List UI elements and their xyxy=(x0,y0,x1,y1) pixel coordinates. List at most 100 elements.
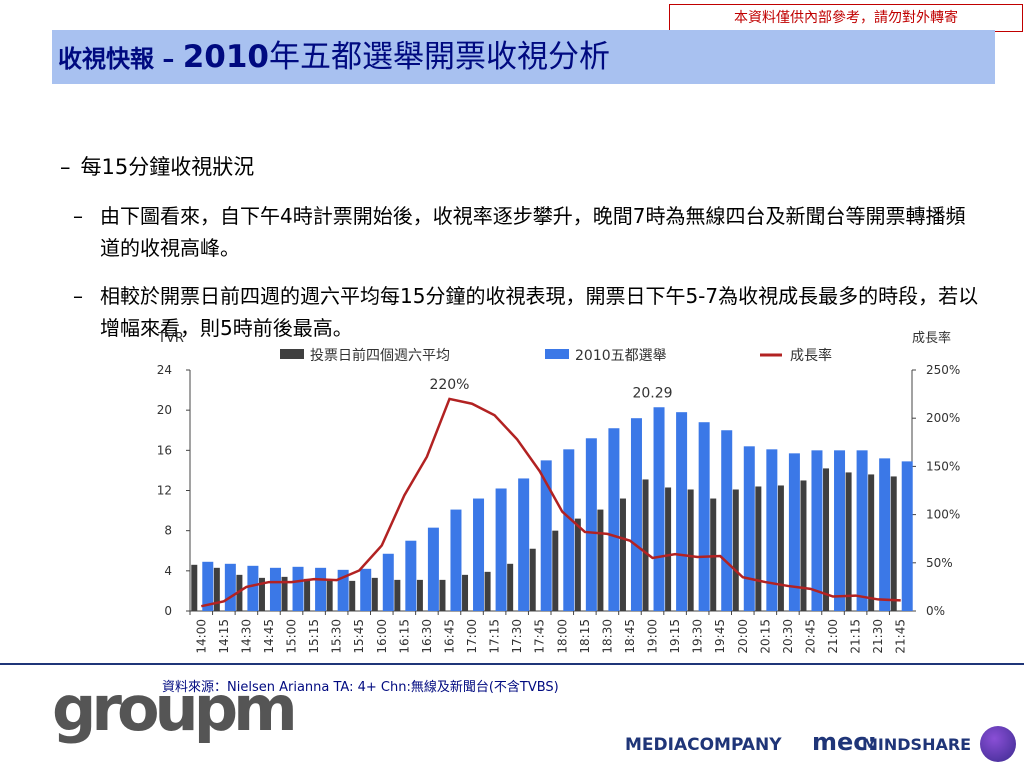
bar-prev-avg xyxy=(304,578,311,611)
title-year: 2010 xyxy=(182,39,269,75)
y-tick-label-right: 200% xyxy=(926,411,960,425)
bar-2010 xyxy=(202,561,214,611)
x-tick-label: 17:30 xyxy=(510,619,524,654)
bullet-dash: – xyxy=(73,284,83,308)
x-tick-label: 20:15 xyxy=(758,619,772,654)
bullet-level2: – 由下圖看來，自下午4時計票開始後，收視率逐步攀升，晚間7時為無線四台及新聞台… xyxy=(73,200,980,264)
x-tick-label: 15:00 xyxy=(285,619,299,654)
x-tick-label: 19:00 xyxy=(646,619,660,654)
bullet-text: 由下圖看來，自下午4時計票開始後，收視率逐步攀升，晚間7時為無線四台及新聞台等開… xyxy=(100,204,966,260)
bar-2010 xyxy=(901,461,913,611)
x-tick-label: 17:15 xyxy=(488,619,502,654)
mec-logo: mec: xyxy=(812,728,878,756)
data-label: 20.29 xyxy=(632,385,672,401)
bar-2010 xyxy=(247,565,259,611)
x-tick-label: 16:15 xyxy=(397,619,411,654)
bar-prev-avg xyxy=(777,485,784,611)
bar-prev-avg xyxy=(574,518,581,611)
bar-prev-avg xyxy=(732,489,739,611)
bar-2010 xyxy=(856,450,868,611)
y-tick-label-left: 0 xyxy=(164,604,172,618)
bar-2010 xyxy=(563,449,575,611)
bar-prev-avg xyxy=(823,468,830,611)
x-tick-label: 16:00 xyxy=(375,619,389,654)
legend-label: 投票日前四個週六平均 xyxy=(310,347,450,364)
x-tick-label: 14:00 xyxy=(194,619,208,654)
footer-divider xyxy=(0,663,1024,665)
bar-2010 xyxy=(315,567,327,611)
bar-2010 xyxy=(788,453,800,611)
bar-prev-avg xyxy=(687,489,694,611)
y-tick-label-right: 150% xyxy=(926,459,960,473)
bullet-dash: – xyxy=(73,204,83,228)
bar-2010 xyxy=(540,460,552,611)
y-tick-label-left: 24 xyxy=(157,363,172,377)
y-tick-label-right: 50% xyxy=(926,556,953,570)
bar-2010 xyxy=(269,567,281,611)
x-tick-label: 17:45 xyxy=(533,619,547,654)
x-tick-label: 19:15 xyxy=(668,619,682,654)
bar-prev-avg xyxy=(597,509,604,611)
x-tick-label: 15:15 xyxy=(307,619,321,654)
x-tick-label: 15:45 xyxy=(352,619,366,654)
x-tick-label: 20:45 xyxy=(803,619,817,654)
x-tick-label: 21:00 xyxy=(826,619,840,654)
legend-label: 2010五都選舉 xyxy=(575,347,667,364)
page-title: 收視快報 – 2010年五都選舉開票收視分析 xyxy=(58,34,610,85)
bar-2010 xyxy=(721,430,733,611)
bar-2010 xyxy=(405,540,417,611)
x-tick-label: 18:30 xyxy=(600,619,614,654)
bar-prev-avg xyxy=(665,487,672,611)
bullet-text: 每15分鐘收視狀況 xyxy=(80,155,255,179)
bullet-level1: – 每15分鐘收視狀況 xyxy=(60,150,254,184)
title-bar: 收視快報 – 2010年五都選舉開票收視分析 xyxy=(52,30,995,84)
bar-2010 xyxy=(698,422,710,611)
bar-prev-avg xyxy=(868,474,875,611)
bar-prev-avg xyxy=(326,579,333,611)
legend-label: 成長率 xyxy=(790,347,832,364)
legend-swatch xyxy=(545,349,569,359)
bar-prev-avg xyxy=(845,472,852,611)
bar-prev-avg xyxy=(890,476,897,611)
disclaimer-box: 本資料僅供內部參考，請勿對外轉寄 xyxy=(669,4,1023,32)
bar-2010 xyxy=(382,553,394,611)
x-tick-label: 18:45 xyxy=(623,619,637,654)
bar-2010 xyxy=(653,407,665,611)
x-tick-label: 21:45 xyxy=(894,619,908,654)
x-tick-label: 15:30 xyxy=(330,619,344,654)
x-tick-label: 20:30 xyxy=(781,619,795,654)
y-tick-label-left: 8 xyxy=(164,524,172,538)
x-tick-label: 19:30 xyxy=(691,619,705,654)
title-prefix: 收視快報 – xyxy=(58,45,183,73)
bar-2010 xyxy=(518,478,530,611)
bar-prev-avg xyxy=(529,548,536,611)
bar-2010 xyxy=(224,563,236,611)
mindshare-icon xyxy=(980,726,1016,762)
bar-2010 xyxy=(292,566,304,611)
bar-2010 xyxy=(427,527,439,611)
x-tick-label: 19:45 xyxy=(713,619,727,654)
source-note: 資料來源：Nielsen Arianna TA: 4+ Chn:無線及新聞台(不… xyxy=(162,680,559,695)
mindshare-logo: MINDSHARE xyxy=(862,735,972,754)
bar-2010 xyxy=(743,446,755,611)
bullet-level2: – 相較於開票日前四週的週六平均每15分鐘的收視表現，開票日下午5-7為收視成長… xyxy=(73,280,980,344)
bar-2010 xyxy=(450,509,462,611)
x-tick-label: 18:15 xyxy=(578,619,592,654)
y-tick-label-left: 16 xyxy=(157,443,172,457)
bar-prev-avg xyxy=(191,564,198,611)
bar-prev-avg xyxy=(710,498,717,611)
bar-2010 xyxy=(337,569,349,611)
bullet-text: 相較於開票日前四週的週六平均每15分鐘的收視表現，開票日下午5-7為收視成長最多… xyxy=(100,284,979,340)
bar-prev-avg xyxy=(416,579,423,611)
bar-prev-avg xyxy=(619,498,626,611)
x-tick-label: 21:30 xyxy=(871,619,885,654)
y-axis-left-title: TVR xyxy=(157,331,184,346)
bar-2010 xyxy=(608,428,620,611)
tvr-chart: TVR 成長率 0 4 8 12 16 20 24 0% 50% 100% 150% 200% 250% 14… xyxy=(157,330,961,654)
legend-swatch xyxy=(280,349,304,359)
bar-prev-avg xyxy=(462,574,469,611)
bar-2010 xyxy=(360,568,372,611)
y-tick-label-right: 0% xyxy=(926,604,945,618)
title-rest: 年五都選舉開票收視分析 xyxy=(269,39,610,75)
y-tick-label-left: 20 xyxy=(157,403,172,417)
